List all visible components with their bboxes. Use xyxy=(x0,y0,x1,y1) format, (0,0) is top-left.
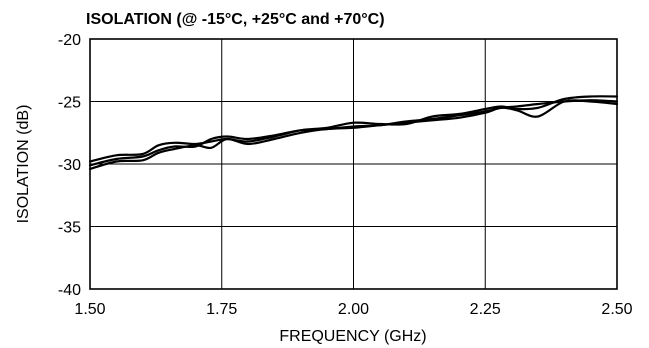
y-tick-label: -30 xyxy=(58,157,81,174)
x-tick-label: 1.75 xyxy=(206,301,237,318)
grid-lines xyxy=(90,39,617,289)
y-tick-label: -25 xyxy=(58,95,81,112)
series-line-3 xyxy=(88,99,619,171)
y-axis-ticks: -20 -25 -30 -35 -40 xyxy=(58,32,81,299)
x-axis-ticks: 1.50 1.75 2.00 2.25 2.50 xyxy=(74,301,632,318)
series-group xyxy=(88,95,619,171)
y-tick-label: -40 xyxy=(58,282,81,299)
plot-frame xyxy=(89,38,618,290)
y-tick-label: -35 xyxy=(58,220,81,237)
series-line-1 xyxy=(88,95,619,163)
chart-title: ISOLATION (@ -15°C, +25°C and +70°C) xyxy=(86,11,385,28)
y-tick-label: -20 xyxy=(58,32,81,49)
x-tick-label: 2.50 xyxy=(601,301,632,318)
x-tick-label: 2.25 xyxy=(470,301,501,318)
x-tick-label: 1.50 xyxy=(74,301,105,318)
y-axis-label: ISOLATION (dB) xyxy=(15,105,32,224)
x-tick-label: 2.00 xyxy=(338,301,369,318)
x-axis-label: FREQUENCY (GHz) xyxy=(279,328,426,345)
